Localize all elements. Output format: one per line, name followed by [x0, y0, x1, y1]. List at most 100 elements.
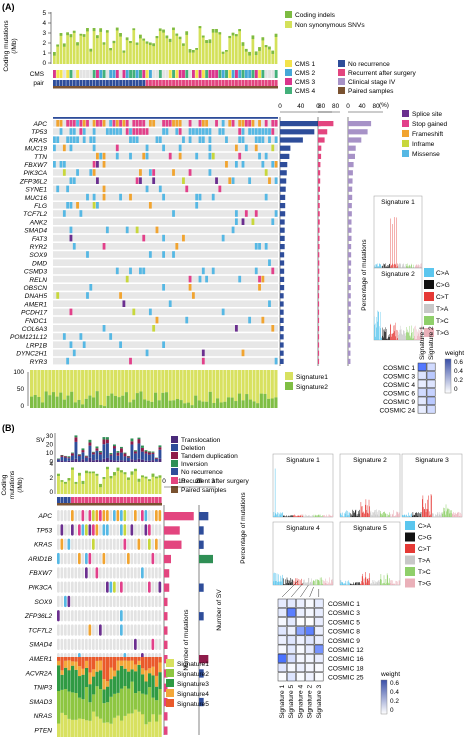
signature2-exposure: [197, 400, 201, 408]
burden-indel-bar: [62, 43, 66, 47]
signature1-exposure: [219, 370, 223, 403]
spectrum-b-sig3-bar: [435, 514, 437, 517]
sig-legend-label: Signature2: [296, 384, 328, 391]
spectrum-b-sig4-bar: [277, 582, 278, 585]
b-signature-exposure: [67, 660, 71, 671]
b-snv-bar: [102, 477, 106, 494]
recurrence-bar: [318, 309, 320, 315]
b-mutation-cell: [144, 524, 148, 536]
clin-legend-swatch: [338, 60, 345, 67]
b-signature-exposure: [92, 669, 96, 677]
cms-cell: [92, 70, 96, 78]
mutation-cell: [145, 144, 149, 152]
cosine-b-row-label: COSMIC 5: [328, 619, 360, 626]
sv-bar-segment: [151, 452, 155, 454]
b-indel-bar: [130, 471, 134, 475]
spectrum-b-sig5-bar: [345, 583, 347, 585]
mutation-cell: [261, 128, 265, 135]
b-mutation-cell: [71, 610, 74, 622]
b-mutation-cell: [78, 524, 81, 536]
spectrum-b-sig4-bar: [319, 581, 320, 585]
gene-row-background: [53, 300, 278, 307]
sv-bar-segment: [71, 453, 74, 456]
b-mutation-cell: [113, 524, 116, 536]
burden-indel-bar: [129, 41, 132, 44]
burden-indel-bar: [168, 38, 172, 42]
spectrum-b-sig1-bar: [283, 515, 284, 517]
sv-legend-label: Tandem duplication: [181, 453, 238, 460]
spectrum-b-sig4-bar: [285, 579, 287, 585]
stage-bar: [348, 260, 352, 266]
spectrum-b-sig3-bar: [461, 514, 462, 517]
b-mutation-cell: [81, 595, 85, 608]
b-mutation-cell: [123, 624, 127, 636]
mutation-cell: [89, 136, 93, 143]
mutation-cell: [188, 169, 192, 176]
cms-cell: [165, 70, 169, 78]
b-mutation-cell: [151, 638, 155, 650]
gene-row-background: [53, 325, 278, 332]
b-mutation-cell: [67, 581, 71, 593]
sv-bar-segment: [130, 441, 134, 445]
freq-bar: [280, 170, 287, 176]
mutation-cell: [72, 243, 76, 250]
stage-bar: [348, 121, 372, 127]
b-signature-exposure: [148, 673, 152, 688]
cms-cell: [162, 70, 166, 78]
spectrum-b-sig5-bar: [388, 583, 390, 585]
spectrum-b-sig1-bar: [274, 468, 276, 517]
signature1-exposure: [73, 370, 77, 403]
sig-track-ytick: 0: [20, 403, 24, 410]
b-signature-exposure: [85, 687, 89, 721]
spectrum-b-sig5-bar: [386, 582, 387, 585]
freq-bar: [280, 260, 285, 266]
pair-cell: [254, 80, 258, 86]
mutation-cell: [79, 210, 83, 217]
sv-bar-segment: [127, 457, 130, 462]
burden-snv-bar: [248, 51, 251, 64]
signature1-exposure: [186, 370, 190, 403]
cms-cell: [155, 70, 159, 78]
b-mutation-cell: [60, 595, 64, 608]
burden-indel-bar: [82, 34, 86, 37]
mutation-cell: [158, 185, 162, 193]
spectrum-b-sig4-bar: [276, 573, 278, 585]
spectrum-b-sig1-bar: [306, 515, 308, 517]
pair-cell: [76, 80, 80, 86]
mutation-cell: [89, 284, 93, 291]
b-clin-legend-label: No recurrence: [181, 469, 223, 476]
class-legend-swatch-a: [424, 280, 434, 289]
mutation-cell: [79, 120, 83, 127]
b-pair-cell: [78, 497, 82, 503]
spectrum-b-sig3-bar: [425, 512, 427, 517]
b-mutation-cell: [57, 510, 60, 522]
cosine-b-cell: [296, 607, 306, 617]
pair-cell: [105, 80, 109, 86]
mutation-cell: [152, 325, 156, 332]
spectrum-b-sig5-bar: [359, 582, 360, 585]
b-mutation-cell: [141, 581, 144, 593]
b-mutation-cell: [106, 538, 109, 550]
cosine-b-row-label: COSMIC 8: [328, 629, 360, 636]
sv-bar-segment: [106, 443, 109, 458]
spectrum-b-sig4-bar: [318, 579, 319, 585]
b-pair-cell: [130, 497, 134, 503]
pair-cell: [264, 80, 268, 86]
spectrum-b-sig4-bar: [329, 577, 330, 585]
spectrum-b-sig5-bar: [384, 582, 385, 585]
pair-cell: [69, 80, 73, 86]
cosine-b-cell: [296, 663, 306, 673]
spectrum-b-sig3-bar: [414, 515, 416, 517]
spectrum-b-sig2-bar: [368, 513, 369, 517]
signature2-exposure: [77, 399, 81, 408]
weight-b-colorbar: [380, 679, 388, 715]
b-signature-exposure: [60, 689, 64, 713]
stage-bar: [348, 276, 351, 282]
signature2-exposure: [237, 393, 242, 408]
b-mutation-cell: [92, 610, 95, 622]
signature2-exposure: [70, 391, 74, 408]
stage-bar: [348, 178, 353, 184]
spectrum-b-sig4-bar: [296, 578, 298, 585]
spectrum-b-sig2-bar: [354, 512, 355, 517]
burden-snv-bar: [201, 35, 205, 64]
